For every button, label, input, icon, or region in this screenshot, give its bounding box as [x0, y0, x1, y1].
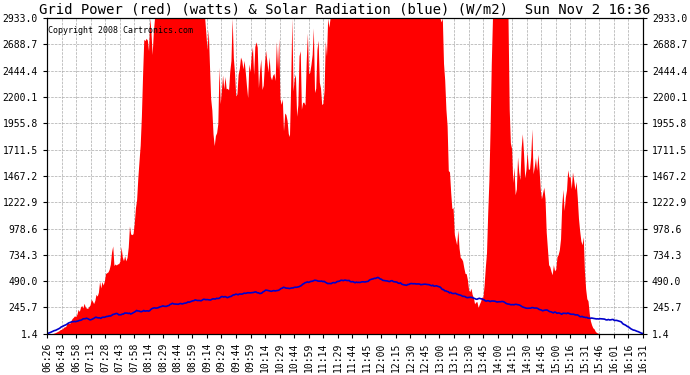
- Text: Copyright 2008 Cartronics.com: Copyright 2008 Cartronics.com: [48, 26, 193, 35]
- Title: Grid Power (red) (watts) & Solar Radiation (blue) (W/m2)  Sun Nov 2 16:36: Grid Power (red) (watts) & Solar Radiati…: [39, 3, 651, 17]
